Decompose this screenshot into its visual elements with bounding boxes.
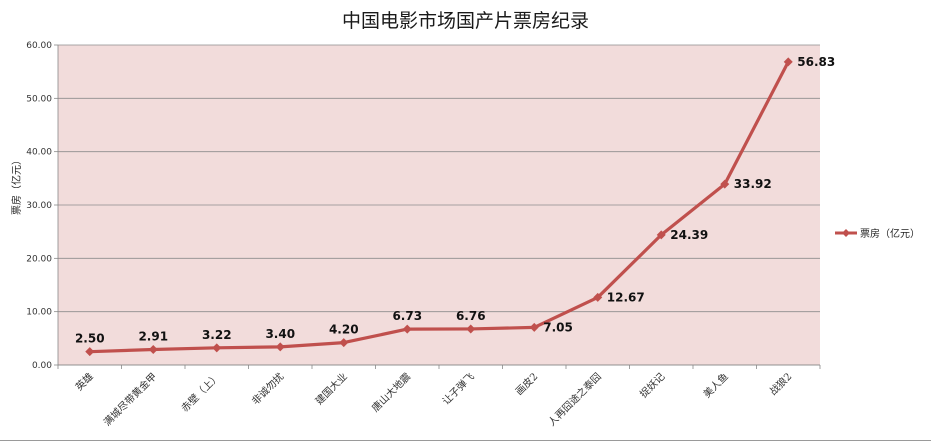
x-tick-label: 英雄: [73, 370, 96, 393]
y-axis-label: 票房（亿元）: [10, 155, 23, 215]
data-label: 3.40: [265, 327, 295, 341]
x-tick-label: 画皮2: [513, 370, 541, 398]
data-point-marker: [529, 322, 539, 332]
legend-marker: [842, 229, 850, 237]
series-polyline: [89, 61, 790, 354]
legend: 票房（亿元）: [835, 227, 920, 240]
x-axis: 英雄 满城尽带黄金甲 赤壁（上） 非诚勿扰 建国大业 唐山大地震 让子弹飞 画皮2 人再囧途之泰…: [57, 364, 821, 429]
x-tick-label: 赤壁（上）: [178, 370, 223, 415]
data-label: 7.05: [543, 320, 573, 334]
y-tick-label: 20.00: [26, 254, 52, 264]
x-tick-label: 非诚勿扰: [249, 370, 286, 407]
x-tick-label: 唐山大地震: [369, 370, 414, 415]
data-point-marker: [148, 344, 158, 354]
y-tick-label: 50.00: [26, 94, 52, 104]
data-label: 6.73: [392, 309, 422, 323]
data-point-marker: [466, 324, 476, 334]
y-tick-label: 10.00: [26, 308, 52, 318]
x-tick-label: 人再囧途之泰囧: [545, 370, 604, 429]
y-axis: 0.00 10.00 20.00 30.00 40.00 50.00 60.00: [26, 41, 59, 371]
x-tick-label: 捉妖记: [637, 370, 667, 400]
data-label: 33.92: [734, 177, 772, 191]
bottom-divider: [0, 440, 931, 441]
x-tick-label: 美人鱼: [700, 370, 730, 400]
data-point-marker: [85, 347, 95, 357]
data-label: 24.39: [670, 228, 708, 242]
data-point-marker: [720, 179, 730, 189]
data-label: 3.22: [202, 328, 232, 342]
x-tick-label: 让子弹飞: [439, 370, 476, 407]
chart-title: 中国电影市场国产片票房纪录: [341, 10, 589, 32]
data-point-marker: [656, 230, 666, 240]
data-label: 2.50: [75, 332, 105, 346]
y-tick-label: 0.00: [32, 361, 52, 371]
y-tick-label: 30.00: [26, 201, 52, 211]
x-tick-label: 满城尽带黄金甲: [101, 370, 160, 429]
data-label: 6.76: [456, 309, 486, 323]
y-tick-label: 60.00: [26, 41, 52, 51]
x-tick-label: 建国大业: [312, 370, 349, 407]
legend-label: 票房（亿元）: [860, 227, 920, 240]
data-label: 56.83: [797, 55, 835, 69]
data-point-marker: [339, 338, 349, 348]
data-point-marker: [402, 324, 412, 334]
data-point-marker: [593, 292, 603, 302]
x-tick-label: 战狼2: [767, 370, 795, 398]
data-point-marker: [275, 342, 285, 352]
y-tick-label: 40.00: [26, 148, 52, 158]
data-label: 4.20: [329, 323, 359, 337]
data-label: 2.91: [138, 329, 168, 343]
data-label: 12.67: [607, 290, 645, 304]
data-point-marker: [783, 57, 793, 67]
series-line: 2.50 2.91 3.22 3.40 4.20 6.73 6.76 7.05 12.67 24.…: [75, 55, 835, 357]
data-point-marker: [212, 343, 222, 353]
